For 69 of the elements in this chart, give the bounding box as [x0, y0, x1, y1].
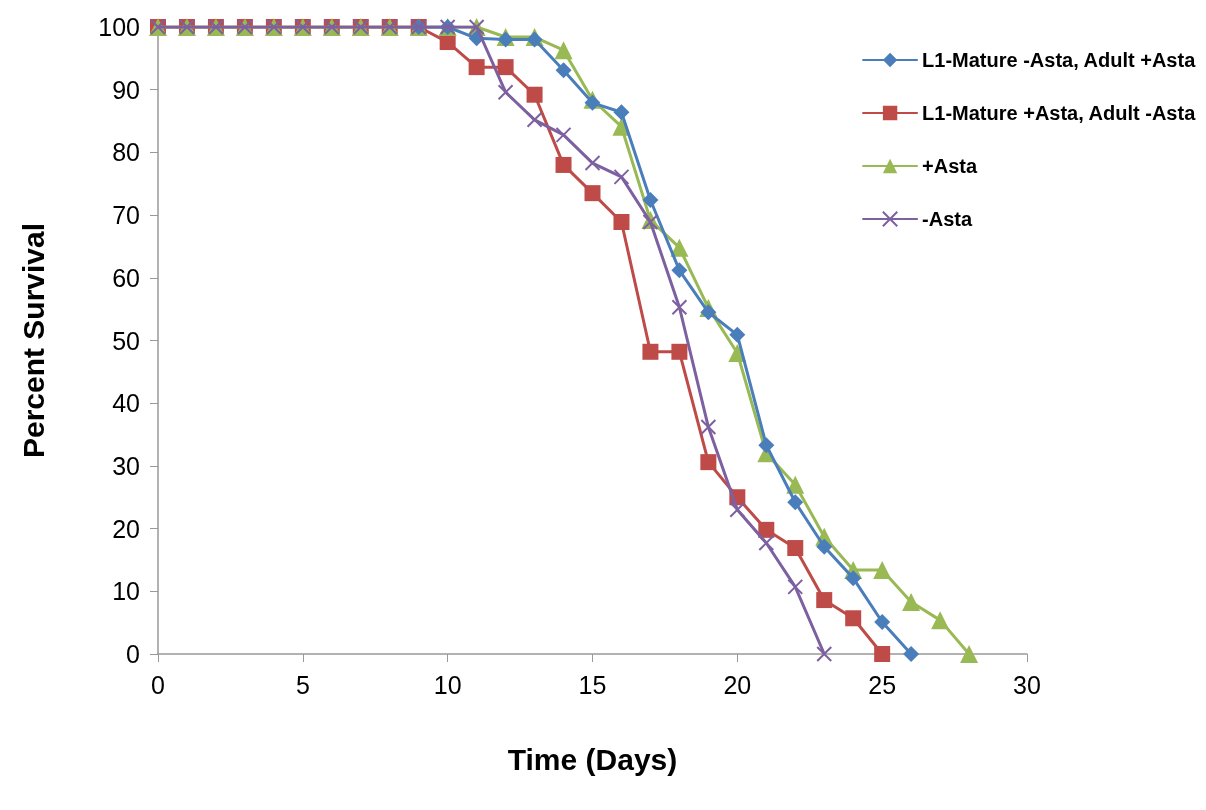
point [758, 437, 775, 454]
point [555, 62, 572, 79]
point [526, 86, 543, 103]
y-tick-label: 80 [112, 138, 140, 167]
point [613, 104, 630, 121]
x-tick-label: 30 [1013, 670, 1041, 699]
point [874, 646, 891, 662]
y-tick-label: 50 [112, 326, 140, 355]
legend-label: -Asta [922, 208, 973, 230]
point [729, 326, 746, 343]
point [845, 570, 862, 587]
point [903, 646, 920, 662]
point [584, 155, 601, 172]
legend-label: L1-Mature -Asta, Adult +Asta [922, 49, 1197, 71]
point [700, 454, 717, 471]
y-axis-title: Percent Survival [16, 222, 50, 459]
point [758, 535, 775, 552]
y-tick-label: 10 [112, 577, 140, 606]
x-tick-label: 15 [578, 670, 607, 699]
point [497, 84, 514, 101]
point [786, 475, 805, 494]
legend-label: L1-Mature +Asta, Adult -Asta [922, 102, 1197, 124]
y-tick-label: 100 [98, 13, 140, 41]
point [816, 646, 833, 662]
point [555, 126, 572, 143]
point [873, 560, 892, 579]
point [642, 343, 659, 360]
point [671, 343, 688, 360]
legend-label: +Asta [922, 155, 978, 177]
point [729, 501, 746, 518]
point [526, 111, 543, 128]
y-tick-label: 40 [112, 389, 140, 418]
point [787, 494, 804, 511]
point [931, 611, 950, 630]
point [584, 185, 601, 202]
point [700, 304, 717, 321]
y-tick-label: 70 [112, 201, 140, 230]
y-tick-label: 20 [112, 514, 140, 543]
point [787, 578, 804, 595]
point [497, 59, 514, 76]
point [613, 168, 630, 185]
x-tick-label: 10 [433, 670, 462, 699]
x-tick-label: 0 [151, 670, 165, 699]
point [816, 538, 833, 555]
point [554, 41, 573, 60]
point [671, 299, 688, 316]
point [787, 540, 804, 557]
point [670, 238, 689, 257]
point [642, 192, 659, 209]
point [671, 262, 688, 279]
y-tick-label: 0 [126, 640, 140, 668]
point [700, 419, 717, 436]
point [613, 214, 630, 230]
point [758, 521, 775, 538]
y-tick-label: 30 [112, 451, 140, 480]
point [874, 614, 891, 631]
point [555, 156, 572, 173]
x-tick-label: 25 [868, 670, 897, 699]
point [468, 59, 485, 76]
y-tick-label: 90 [112, 75, 140, 104]
x-tick-label: 5 [295, 670, 310, 699]
point [584, 94, 601, 111]
x-tick-label: 20 [723, 670, 752, 699]
y-tick-label: 60 [112, 263, 140, 292]
point [902, 592, 921, 611]
point [845, 610, 862, 627]
point [960, 645, 979, 663]
x-axis-title: Time (Days) [507, 742, 678, 776]
point [816, 592, 833, 609]
